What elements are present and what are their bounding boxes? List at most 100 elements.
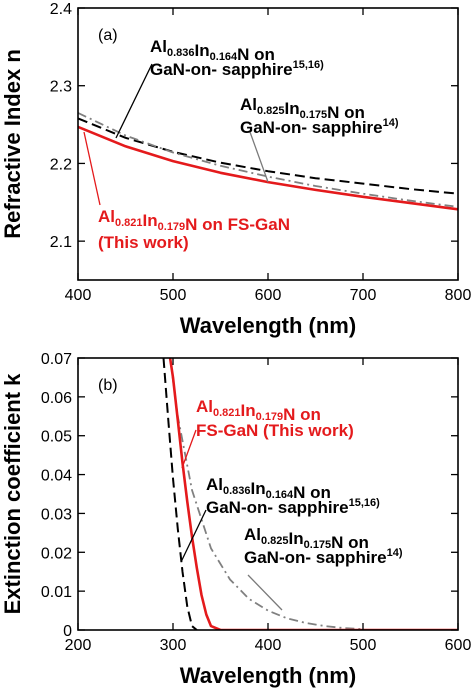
panel-b-xtick-label: 500 [350, 637, 377, 654]
annotation-segment: GaN-on- sapphire [206, 498, 349, 517]
annotation-b-gray-line-1: Al0.825In0.175N on [244, 525, 369, 552]
annotation-segment: Al [196, 397, 213, 416]
panel-a-leader-gray [249, 131, 269, 183]
annotation-segment: 0.821 [115, 217, 143, 229]
panel-b-series [162, 358, 458, 630]
panel-a-xtick-label: 700 [350, 287, 377, 304]
annotation-segment: N on [293, 483, 331, 502]
panel-b-ytick-label: 0.01 [41, 584, 72, 601]
annotation-segment: Al [244, 525, 261, 544]
annotation-segment: 15,16) [349, 497, 381, 509]
panel-a-xlabel: Wavelength (nm) [180, 313, 356, 338]
panel-a-ylabel-text: Refractive Index n [0, 49, 25, 239]
annotation-segment: (This work) [98, 233, 189, 252]
annotation-segment: GaN-on- sapphire [150, 60, 293, 79]
annotation-segment: 14) [387, 547, 403, 559]
annotation-b-black-line-1: Al0.836In0.164N on [206, 475, 331, 502]
annotation-segment: In [251, 479, 266, 498]
annotation-segment: 0.179 [158, 221, 186, 233]
panel-b-label: (b) [98, 377, 118, 394]
annotation-b-black-line-2: GaN-on- sapphire15,16) [206, 497, 380, 517]
panel-a-series-line-solid [78, 125, 458, 211]
annotation-segment: 0.179 [256, 411, 284, 423]
panel-b-leader-red [181, 429, 197, 469]
annotation-segment: In [195, 41, 210, 60]
annotation-segment: N on [237, 45, 275, 64]
annotation-segment: In [289, 529, 304, 548]
panel-a-leader-red [83, 131, 101, 206]
panel-a-series-line-dash-dot [78, 112, 458, 208]
annotation-segment: N on [283, 405, 321, 424]
annotation-segment: Al [150, 37, 167, 56]
panel-a-ylabel: Refractive Index n [0, 49, 25, 239]
panel-b-leader-black [180, 509, 207, 563]
annotation-a-gray-line-1: Al0.825In0.175N on [240, 95, 365, 122]
annotation-segment: Al [206, 475, 223, 494]
panel-a-ytick-label: 2.1 [50, 234, 72, 251]
panel-a-ytick-label: 2.3 [50, 79, 72, 96]
annotation-segment: 0.825 [257, 105, 285, 117]
panel-a-xtick-label: 600 [255, 287, 282, 304]
panel-a-ticks: 400 500 600 700 800 2.1 2.2 2.3 2.4 [50, 1, 472, 304]
panel-b-series-line-solid [168, 358, 458, 630]
annotation-b-red-line-2: FS-GaN (This work) [196, 421, 354, 440]
panel-a-ytick-label: 2.4 [50, 1, 72, 18]
panel-b: 200 300 400 500 600 0 0.01 0.02 0.03 0.04 0.05 0.06… [0, 351, 471, 688]
panel-a-annotation-red: Al0.821In0.179N on FS-GaN(This work) [98, 207, 290, 252]
annotation-segment: 0.175 [304, 539, 332, 551]
panel-a-xtick-label: 400 [65, 287, 92, 304]
annotation-segment: Al [98, 207, 115, 226]
panel-b-series-line-dash-dot [169, 358, 364, 630]
panel-b-xtick-label: 300 [160, 637, 187, 654]
annotation-b-red-line-1: Al0.821In0.179N on [196, 397, 321, 424]
annotation-segment: In [285, 99, 300, 118]
panel-a-series [78, 112, 458, 211]
annotation-segment: 15,16) [293, 59, 325, 71]
annotation-segment: 14) [383, 117, 399, 129]
annotation-segment: N on [331, 533, 369, 552]
annotation-a-red-line-1: Al0.821In0.179N on FS-GaN [98, 207, 290, 234]
annotation-segment: GaN-on- sapphire [240, 118, 383, 137]
panel-b-ytick-label: 0.04 [41, 468, 72, 485]
panel-b-xtick-label: 400 [255, 637, 282, 654]
panel-b-ylabel-text: Extinction coefficient k [0, 373, 25, 615]
panel-b-xtick-label: 200 [65, 637, 92, 654]
annotation-a-black-line-2: GaN-on- sapphire15,16) [150, 59, 324, 79]
panel-a-xtick-label: 800 [445, 287, 472, 304]
annotation-segment: 0.821 [213, 407, 241, 419]
panel-b-ytick-label: 0 [63, 623, 72, 640]
annotation-a-red-line-2: (This work) [98, 233, 189, 252]
annotation-b-gray-line-2: GaN-on- sapphire14) [244, 547, 403, 567]
annotation-segment: 0.164 [266, 489, 294, 501]
panel-b-ytick-label: 0.06 [41, 390, 72, 407]
panel-a-label: (a) [98, 27, 118, 44]
annotation-segment: In [241, 401, 256, 420]
annotation-segment: Al [240, 95, 257, 114]
annotation-segment: FS-GaN (This work) [196, 421, 354, 440]
annotation-segment: 0.175 [300, 109, 328, 121]
panel-b-ytick-label: 0.07 [41, 351, 72, 368]
panel-a-xtick-label: 500 [160, 287, 187, 304]
annotation-segment: In [143, 211, 158, 230]
panel-b-ytick-label: 0.05 [41, 429, 72, 446]
panel-a-ytick-label: 2.2 [50, 156, 72, 173]
panel-b-leader-gray [247, 574, 283, 611]
annotation-segment: 0.825 [261, 535, 289, 547]
annotation-segment: 0.836 [223, 485, 251, 497]
annotation-segment: 0.836 [167, 47, 195, 59]
annotation-segment: N on FS-GaN [185, 215, 290, 234]
panel-b-ylabel: Extinction coefficient k [0, 373, 25, 615]
annotation-segment: GaN-on- sapphire [244, 548, 387, 567]
panel-b-series-line-dashed [162, 358, 198, 630]
panel-a: 400 500 600 700 800 2.1 2.2 2.3 2.4 (a) Waveleng… [0, 1, 471, 338]
panel-b-ytick-label: 0.03 [41, 506, 72, 523]
annotation-segment: N on [327, 103, 365, 122]
annotation-segment: 0.164 [210, 51, 238, 63]
panel-b-xtick-label: 600 [445, 637, 472, 654]
panel-b-ticks: 200 300 400 500 600 0 0.01 0.02 0.03 0.04 0.05 0.06… [41, 351, 472, 654]
